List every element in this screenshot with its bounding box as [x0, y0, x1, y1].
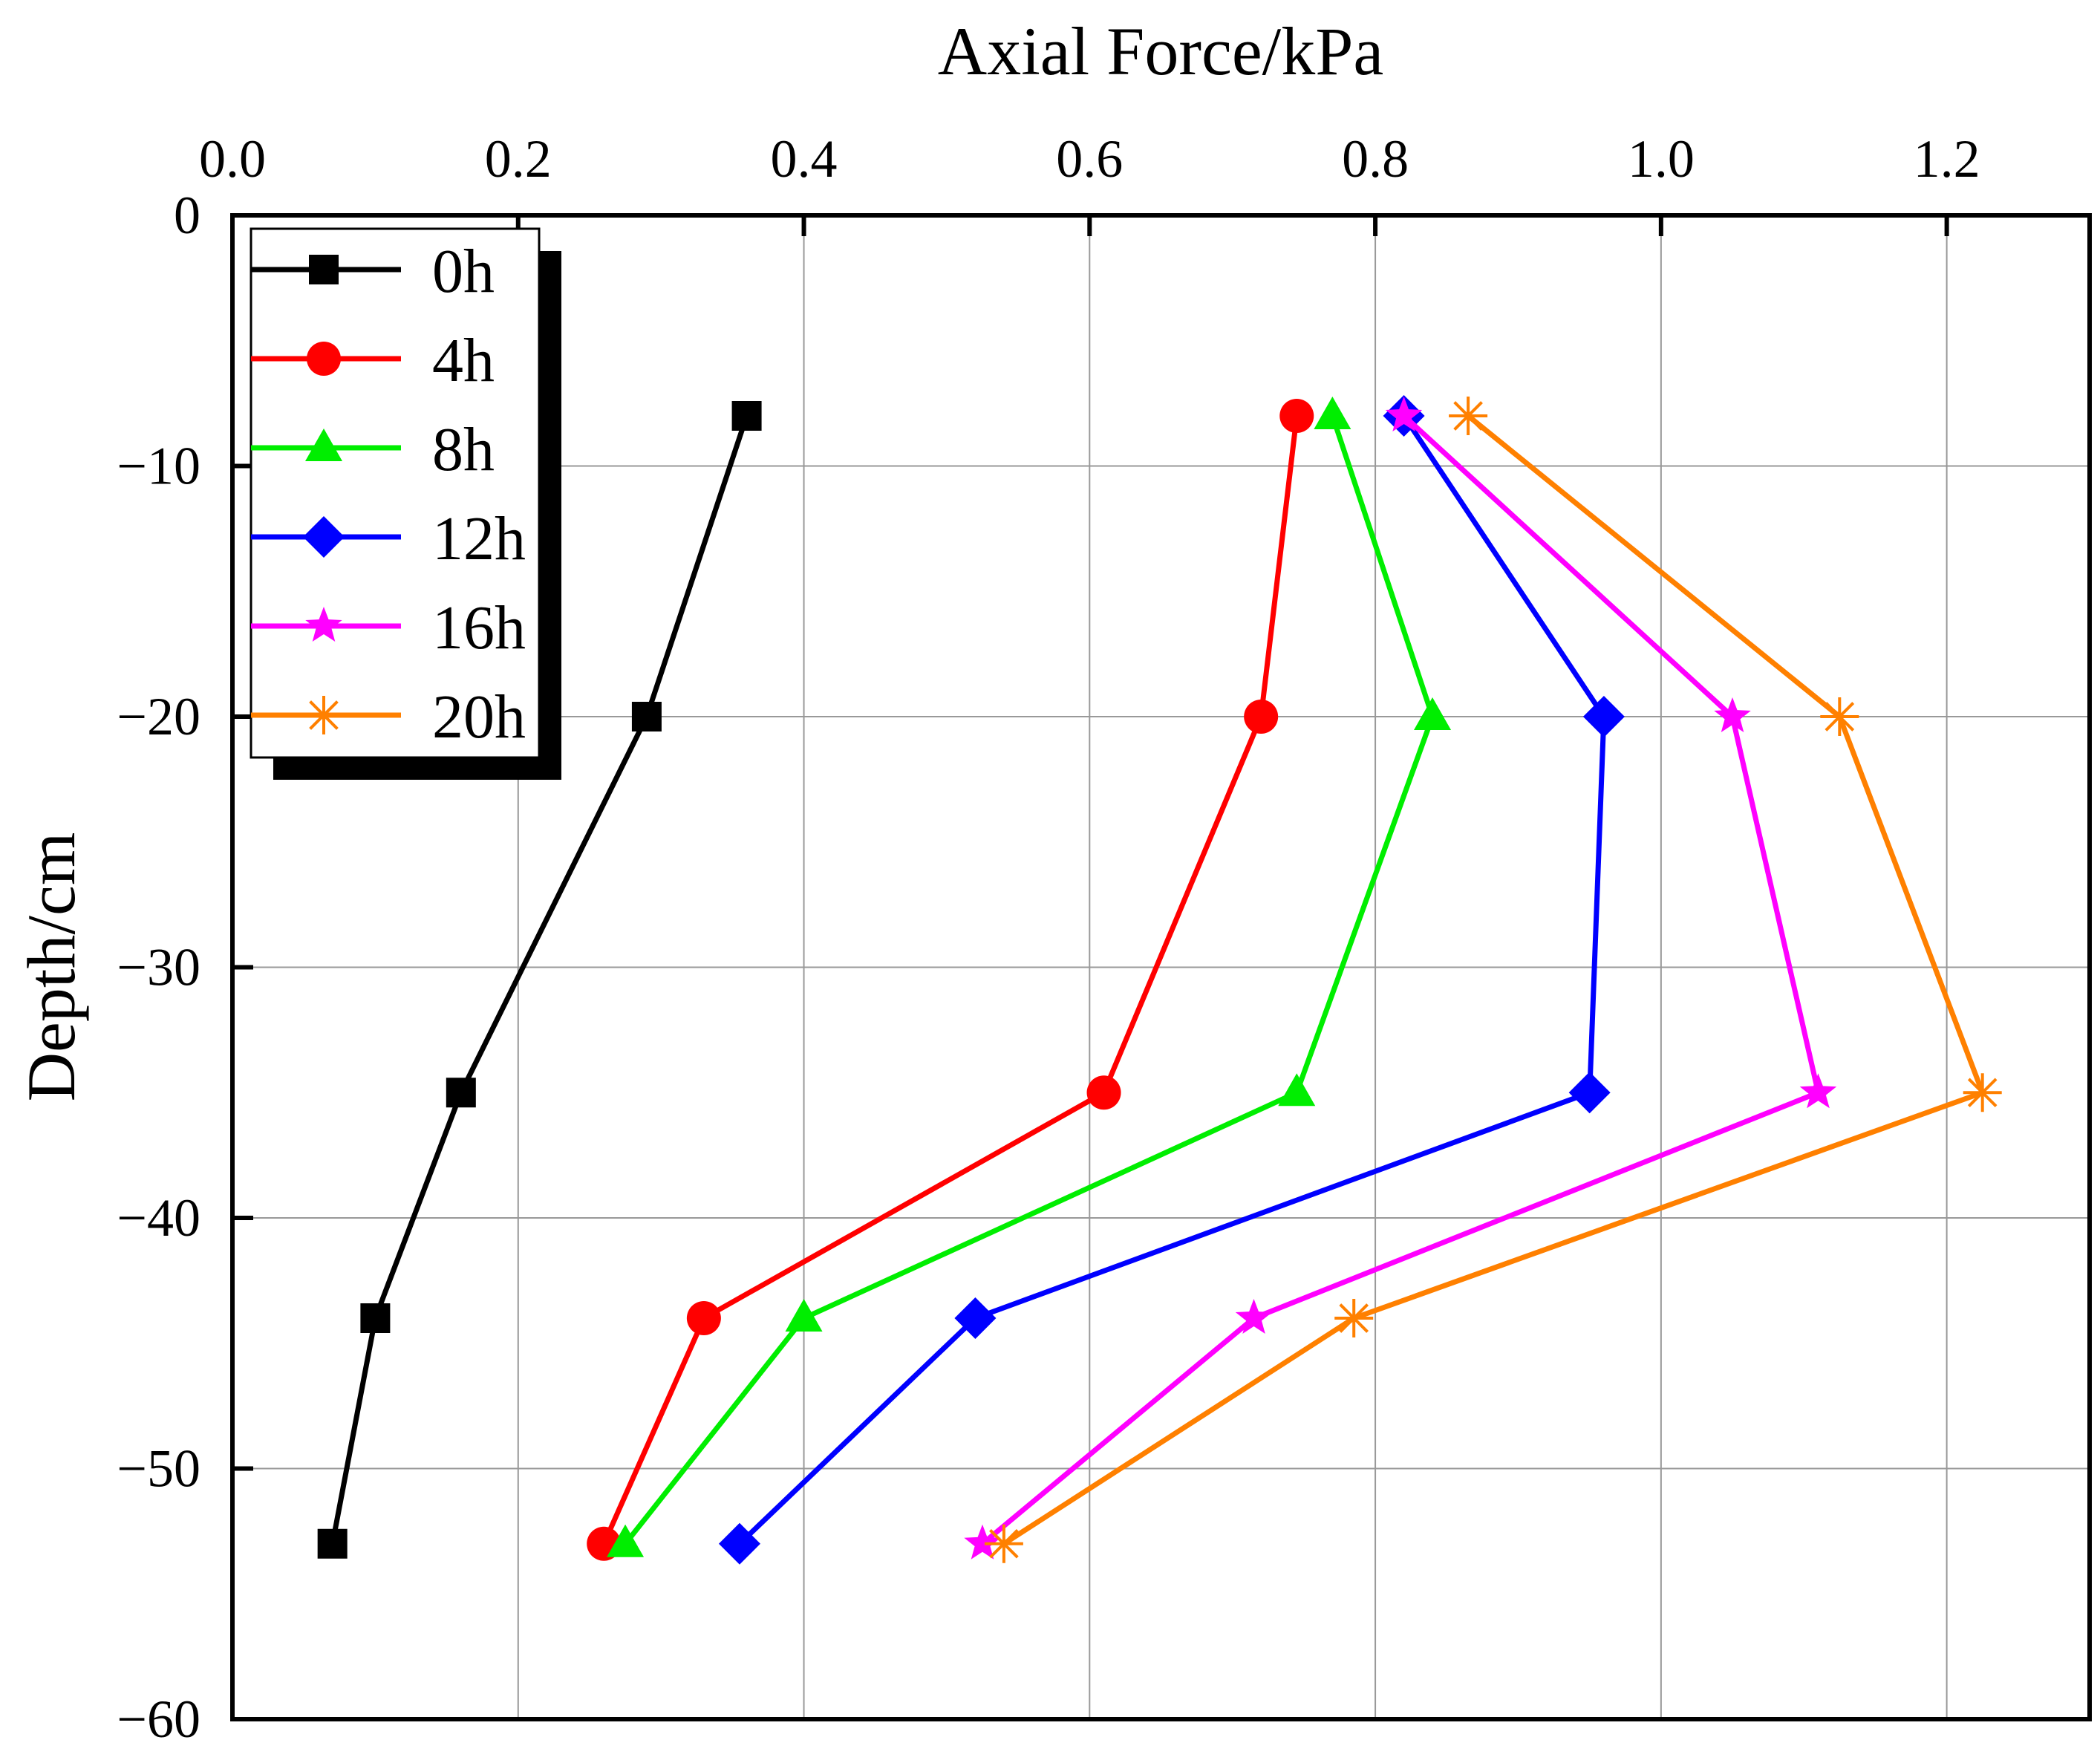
- x-tick-labels: 0.0 0.2 0.4 0.6 0.8 1.0 1.2: [199, 129, 1980, 189]
- series-12h: [718, 395, 1625, 1565]
- series-16h: [964, 397, 1837, 1560]
- legend-item-0h: 0h: [251, 237, 495, 306]
- legend-marker: [309, 255, 339, 284]
- data-point-20h: [1334, 1299, 1374, 1337]
- legend-label: 12h: [432, 504, 526, 573]
- data-point-12h: [1568, 1072, 1611, 1114]
- y-tick-label: 0: [174, 186, 200, 245]
- legend-item-16h: 16h: [251, 593, 526, 662]
- x-axis-title: Axial Force/kPa: [938, 13, 1383, 89]
- x-tick-label: 1.0: [1628, 129, 1695, 189]
- data-point-16h: [1799, 1073, 1837, 1109]
- data-point-16h: [964, 1524, 1001, 1560]
- x-tick-label: 0.6: [1056, 129, 1123, 189]
- data-point-16h: [1235, 1299, 1273, 1334]
- data-point-16h: [1714, 697, 1751, 732]
- legend-label: 16h: [432, 593, 526, 662]
- series-8h: [607, 397, 1452, 1557]
- legend-label: 4h: [432, 326, 495, 395]
- data-point-0h: [631, 702, 662, 731]
- legend-label: 20h: [432, 682, 526, 752]
- legend: 0h 4h 8h 12h 16h 20h: [250, 227, 561, 780]
- y-tick-label: −60: [117, 1689, 200, 1749]
- data-point-12h: [1582, 696, 1625, 737]
- x-tick-label: 0.4: [771, 129, 838, 189]
- y-tick-labels: 0 −10 −20 −30 −40 −50 −60: [117, 186, 200, 1749]
- data-point-0h: [317, 1528, 348, 1559]
- data-point-8h: [607, 1524, 645, 1557]
- data-point-0h: [731, 401, 762, 431]
- x-tick-label: 0.2: [485, 129, 552, 189]
- series-0h: [317, 401, 762, 1559]
- data-point-12h: [718, 1522, 760, 1565]
- legend-items: 0h 4h 8h 12h 16h 20h: [251, 237, 526, 752]
- data-point-20h: [1963, 1073, 2002, 1112]
- data-point-0h: [360, 1303, 391, 1333]
- data-point-12h: [954, 1297, 997, 1339]
- y-tick-label: −50: [117, 1439, 200, 1499]
- data-point-4h: [686, 1301, 721, 1335]
- data-point-0h: [446, 1078, 476, 1108]
- y-tick-label: −20: [117, 687, 200, 746]
- legend-item-20h: 20h: [251, 682, 526, 752]
- y-tick-label: −10: [117, 437, 200, 496]
- data-point-4h: [1086, 1075, 1121, 1110]
- y-axis-title: Depth/cm: [13, 832, 89, 1102]
- x-tick-label: 0.8: [1342, 129, 1409, 189]
- y-tick-label: −40: [117, 1188, 200, 1248]
- x-tick-label: 0.0: [199, 129, 266, 189]
- data-point-8h: [1314, 397, 1351, 429]
- legend-item-4h: 4h: [251, 326, 495, 395]
- x-tick-label: 1.2: [1914, 129, 1980, 189]
- series-group: [317, 395, 2002, 1565]
- series-20h: [984, 397, 2002, 1563]
- legend-box: [250, 227, 541, 759]
- legend-marker: [305, 607, 342, 642]
- data-point-8h: [1278, 1073, 1316, 1107]
- data-point-20h: [1449, 397, 1488, 435]
- data-point-4h: [1279, 399, 1314, 433]
- legend-marker: [303, 516, 345, 558]
- data-point-20h: [1820, 697, 1859, 736]
- data-point-8h: [1414, 697, 1452, 730]
- data-point-20h: [984, 1524, 1023, 1563]
- data-point-4h: [1244, 700, 1279, 734]
- legend-marker: [307, 342, 341, 376]
- legend-marker: [304, 696, 343, 734]
- legend-item-12h: 12h: [251, 504, 526, 573]
- data-point-16h: [1385, 397, 1423, 431]
- legend-item-8h: 8h: [251, 415, 495, 484]
- y-tick-label: −30: [117, 938, 200, 997]
- legend-marker: [305, 428, 342, 461]
- legend-label: 0h: [432, 237, 495, 306]
- data-point-8h: [785, 1299, 823, 1332]
- legend-label: 8h: [432, 415, 495, 484]
